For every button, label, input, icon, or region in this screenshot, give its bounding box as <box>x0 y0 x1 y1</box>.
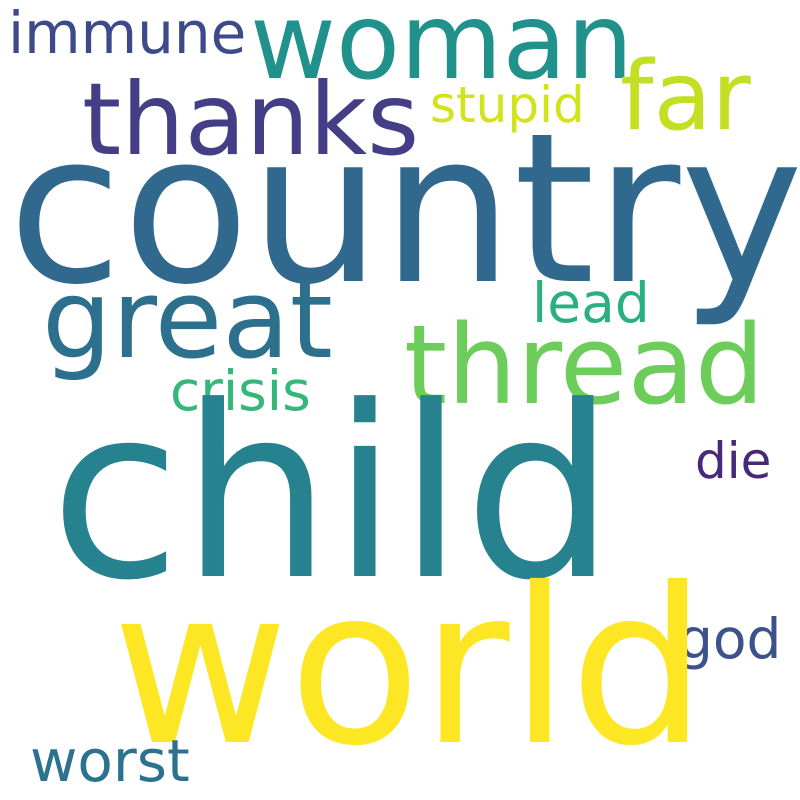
word-world: world <box>112 542 707 793</box>
word-woman: woman <box>250 0 634 103</box>
word-country: country <box>8 89 800 331</box>
word-worst: worst <box>30 727 190 795</box>
word-stupid: stupid <box>430 76 585 134</box>
word-far: far <box>620 42 751 152</box>
word-die: die <box>695 432 772 490</box>
word-immune: immune <box>8 0 247 67</box>
word-crisis: crisis <box>170 359 311 423</box>
word-thread: thread <box>404 301 765 429</box>
word-lead: lead <box>532 271 650 335</box>
word-god: god <box>678 607 782 671</box>
word-great: great <box>42 255 333 383</box>
word-child: child <box>50 356 616 633</box>
word-thanks: thanks <box>82 61 420 178</box>
